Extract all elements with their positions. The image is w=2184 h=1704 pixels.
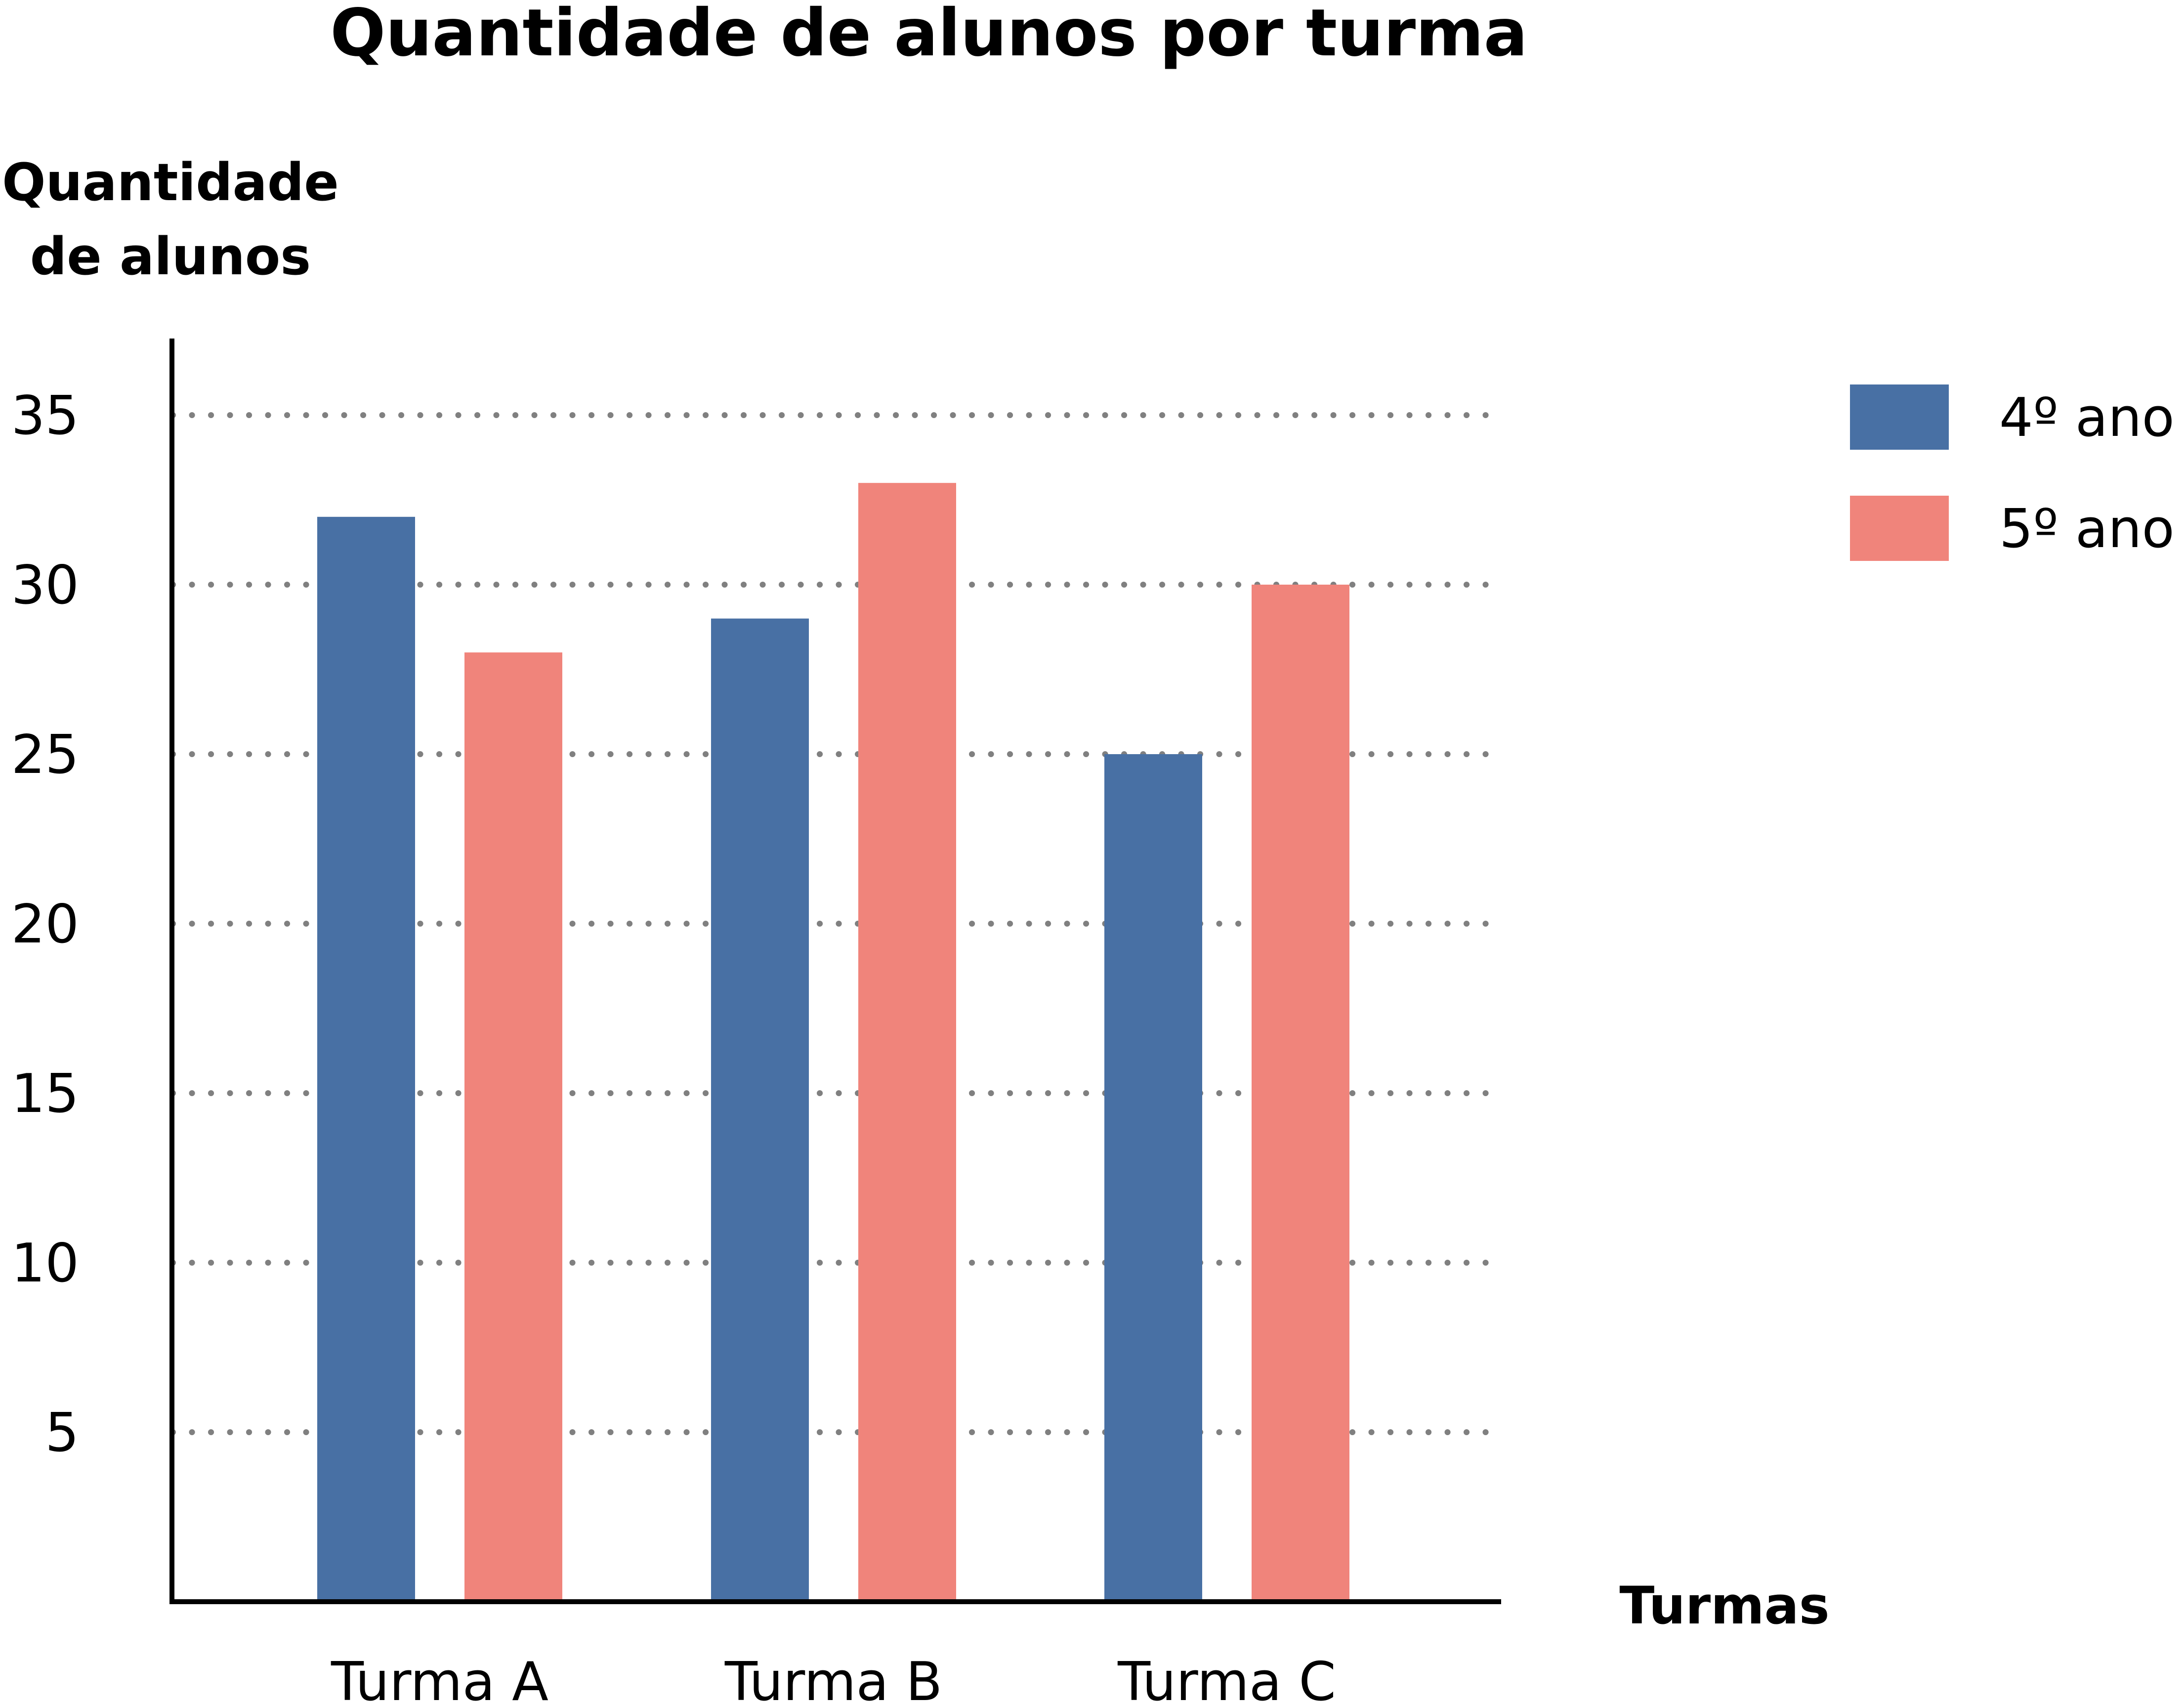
bars <box>317 483 1349 1602</box>
bar-turma-c-series-1 <box>1104 754 1202 1602</box>
bar-turma-a-series-1 <box>317 516 415 1602</box>
chart-title: Quantidade de alunos por turma <box>330 0 1528 71</box>
y-tick-label: 35 <box>11 385 79 447</box>
legend-label-1: 4º ano <box>1999 387 2175 449</box>
legend-swatch-1 <box>1850 384 1949 450</box>
y-tick-label: 25 <box>11 724 79 786</box>
bar-turma-b-series-1 <box>711 618 809 1602</box>
x-tick-labels: Turma A Turma B Turma C <box>331 1651 1336 1704</box>
legend: 4º ano 5º ano <box>1850 384 2175 561</box>
y-tick-label: 5 <box>45 1402 79 1464</box>
x-tick-label: Turma C <box>1117 1651 1336 1704</box>
x-tick-label: Turma B <box>724 1651 942 1704</box>
y-tick-label: 15 <box>11 1063 79 1125</box>
legend-label-2: 5º ano <box>1999 498 2175 560</box>
y-tick-labels: 5 10 15 20 25 30 35 <box>11 385 79 1464</box>
y-axis-label-line-1: Quantidade <box>2 152 339 213</box>
bar-turma-c-series-2 <box>1252 585 1349 1602</box>
y-tick-label: 30 <box>11 554 79 616</box>
y-tick-label: 10 <box>11 1233 79 1294</box>
bar-turma-a-series-2 <box>464 652 562 1602</box>
bar-turma-b-series-2 <box>858 483 956 1602</box>
x-tick-label: Turma A <box>331 1651 548 1704</box>
y-axis-label-line-2: de alunos <box>30 226 311 287</box>
legend-swatch-2 <box>1850 496 1949 561</box>
x-axis-label: Turmas <box>1619 1576 1829 1636</box>
y-tick-label: 20 <box>11 894 79 955</box>
